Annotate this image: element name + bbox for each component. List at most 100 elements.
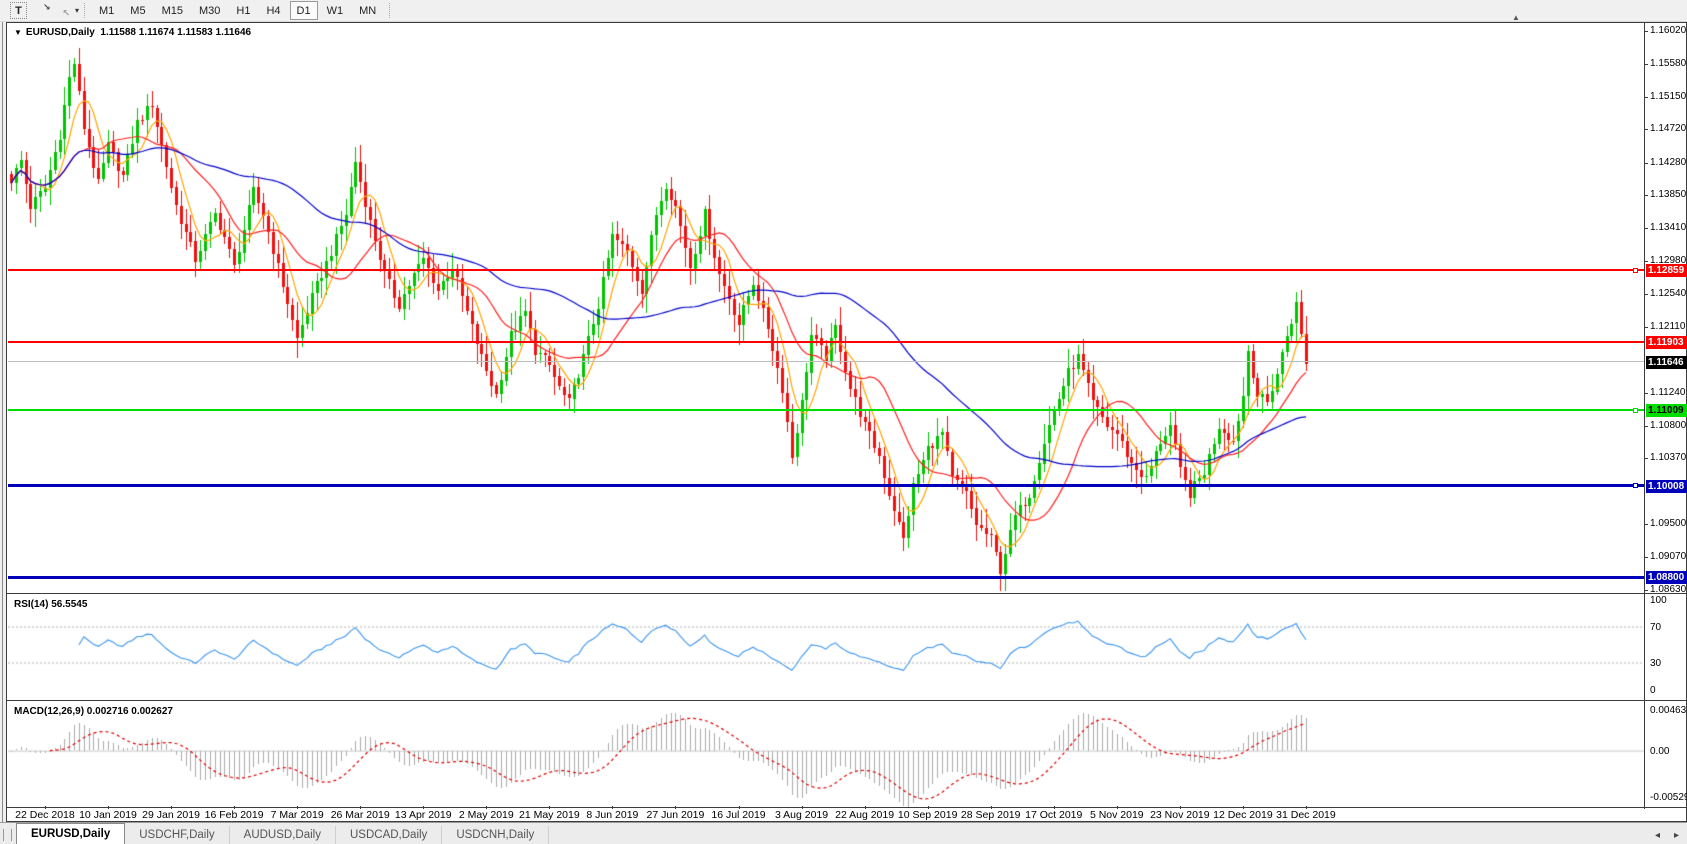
chart-tab-eurusd[interactable]: EURUSD,Daily xyxy=(16,823,126,844)
date-axis-label: 16 Jul 2019 xyxy=(711,809,766,821)
price-axis-tick: 1.13850 xyxy=(1650,189,1687,201)
price-axis-border xyxy=(1644,23,1645,809)
timeframe-button-m5[interactable]: M5 xyxy=(130,4,146,17)
date-axis-tickmark xyxy=(927,806,929,809)
macd-axis-tick: -0.005299 xyxy=(1650,792,1687,804)
chart-tab-bar: EURUSD,Daily USDCHF,Daily AUDUSD,Daily USDC… xyxy=(0,822,1687,844)
chart-tab-usdcnh[interactable]: USDCNH,Daily xyxy=(442,826,550,844)
resistance-line-price-badge: 1.11903 xyxy=(1646,336,1687,349)
symbol-period-label: EURUSD,Daily xyxy=(25,27,95,38)
price-axis-tick: 1.08630 xyxy=(1650,584,1687,596)
macd-indicator-canvas[interactable] xyxy=(8,702,1644,807)
chart-tab-audusd[interactable]: AUDUSD,Daily xyxy=(230,826,336,844)
timeframe-button-h1[interactable]: H1 xyxy=(236,4,251,17)
arrange-arrow-icon: ↖ xyxy=(62,8,70,18)
tab-scroll-right-icon[interactable]: ▸ xyxy=(1673,830,1679,841)
price-axis-tickmark xyxy=(1644,458,1648,460)
date-axis-label: 10 Sep 2019 xyxy=(897,809,958,821)
price-axis-tick: 1.12980 xyxy=(1650,254,1687,266)
price-axis-tickmark xyxy=(1644,162,1648,164)
price-axis-tick: 1.14280 xyxy=(1650,156,1687,168)
timeframe-button-w1[interactable]: W1 xyxy=(326,4,344,17)
support-line[interactable] xyxy=(8,576,1644,579)
tab-scroll-buttons: ◂ ▸ xyxy=(1655,830,1679,841)
current-price[interactable] xyxy=(8,361,1644,362)
support-line-handle[interactable] xyxy=(1633,483,1638,488)
price-axis-tickmark xyxy=(1644,556,1648,558)
date-axis-tickmark xyxy=(486,806,488,809)
rsi-label: RSI(14) 56.5545 xyxy=(14,599,88,610)
date-axis-tickmark xyxy=(297,806,299,809)
panel-separator[interactable] xyxy=(7,593,1686,594)
date-axis-tickmark xyxy=(1305,806,1307,809)
price-axis-tick: 1.12110 xyxy=(1650,320,1686,332)
price-axis-tick: 1.10800 xyxy=(1650,419,1687,431)
date-axis-tickmark xyxy=(675,806,677,809)
support-line-handle[interactable] xyxy=(1633,408,1638,413)
date-axis-label: 27 Jun 2019 xyxy=(646,809,705,821)
rsi-axis-tick: 0 xyxy=(1650,685,1656,696)
resistance-line[interactable] xyxy=(8,341,1644,343)
date-axis-label: 23 Nov 2019 xyxy=(1150,809,1210,821)
price-axis-tickmark xyxy=(1644,195,1648,197)
price-axis-tickmark xyxy=(1644,260,1648,262)
timeframe-button-mn[interactable]: MN xyxy=(359,4,377,17)
date-axis-tickmark xyxy=(1179,806,1181,809)
date-axis-label: 31 Dec 2019 xyxy=(1276,809,1336,821)
price-axis-tickmark xyxy=(1644,294,1648,296)
top-toolbar: T ↘ ↖ ▾ M1 M5 M15 M30 H1 H4 D1 W1 MN xyxy=(0,0,1687,22)
date-axis-tickmark xyxy=(990,806,992,809)
date-axis-label: 29 Jan 2019 xyxy=(142,809,200,821)
chart-tab-usdcad[interactable]: USDCAD,Daily xyxy=(336,826,443,844)
date-axis-tickmark xyxy=(234,806,236,809)
ohlc-values: 1.11588 1.11674 1.11583 1.11646 xyxy=(100,27,252,38)
support-line[interactable] xyxy=(8,409,1644,411)
price-axis-tickmark xyxy=(1644,392,1648,394)
macd-label: MACD(12,26,9) 0.002716 0.002627 xyxy=(14,706,173,717)
panel-separator[interactable] xyxy=(7,700,1686,701)
date-axis-label: 21 May 2019 xyxy=(518,809,580,821)
tabbar-grip[interactable] xyxy=(3,829,12,841)
date-axis-label: 5 Nov 2019 xyxy=(1089,809,1144,821)
price-axis-tickmark xyxy=(1644,590,1648,592)
chart-title: ▼ EURUSD,Daily 1.11588 1.11674 1.11583 1.… xyxy=(14,27,251,38)
price-axis-tickmark xyxy=(1644,64,1648,66)
date-axis-tickmark xyxy=(360,806,362,809)
price-axis-tickmark xyxy=(1644,524,1648,526)
date-axis-label: 7 Mar 2019 xyxy=(270,809,324,821)
timeframe-button-m30[interactable]: M30 xyxy=(198,4,221,17)
arrange-windows-button[interactable]: ↘ ↖ xyxy=(42,2,71,19)
price-axis-tick: 1.13410 xyxy=(1650,222,1687,234)
timeframe-group: M1 M5 M15 M30 H1 H4 D1 W1 MN xyxy=(91,1,384,20)
date-axis-label: 22 Aug 2019 xyxy=(835,809,895,821)
timeframe-button-m1[interactable]: M1 xyxy=(99,4,115,17)
date-axis-label: 10 Jan 2019 xyxy=(79,809,137,821)
chart-shift-marker-icon[interactable]: ▲ xyxy=(1512,13,1520,22)
tab-scroll-left-icon[interactable]: ◂ xyxy=(1654,830,1660,841)
chart-dropdown-icon[interactable]: ▼ xyxy=(14,28,22,37)
price-axis-tick: 1.09070 xyxy=(1650,550,1687,562)
support-line-price-badge: 1.11009 xyxy=(1646,404,1687,417)
macd-axis-tick: 0.00 xyxy=(1650,745,1670,757)
date-axis-tickmark xyxy=(1116,806,1118,809)
date-axis-label: 17 Oct 2019 xyxy=(1025,809,1083,821)
date-axis-label: 13 Apr 2019 xyxy=(394,809,452,821)
resistance-line[interactable] xyxy=(8,269,1644,271)
chevron-down-icon[interactable]: ▾ xyxy=(75,6,80,15)
text-tool-button[interactable]: T xyxy=(10,2,27,19)
support-line-price-badge: 1.08800 xyxy=(1646,571,1687,584)
date-axis-label: 12 Dec 2019 xyxy=(1213,809,1273,821)
price-chart-canvas[interactable] xyxy=(8,23,1644,593)
chart-tab-usdchf[interactable]: USDCHF,Daily xyxy=(125,826,230,844)
price-axis-tickmark xyxy=(1644,326,1648,328)
timeframe-button-m15[interactable]: M15 xyxy=(161,4,183,17)
rsi-indicator-canvas[interactable] xyxy=(8,595,1644,700)
timeframe-button-d1[interactable]: D1 xyxy=(289,1,318,20)
date-axis-label: 28 Sep 2019 xyxy=(960,809,1021,821)
resistance-line-handle[interactable] xyxy=(1633,268,1638,273)
timeframe-button-h4[interactable]: H4 xyxy=(266,4,281,17)
rsi-axis-tick: 30 xyxy=(1650,658,1662,669)
support-line[interactable] xyxy=(8,484,1644,487)
toolbar-separator xyxy=(389,3,391,18)
